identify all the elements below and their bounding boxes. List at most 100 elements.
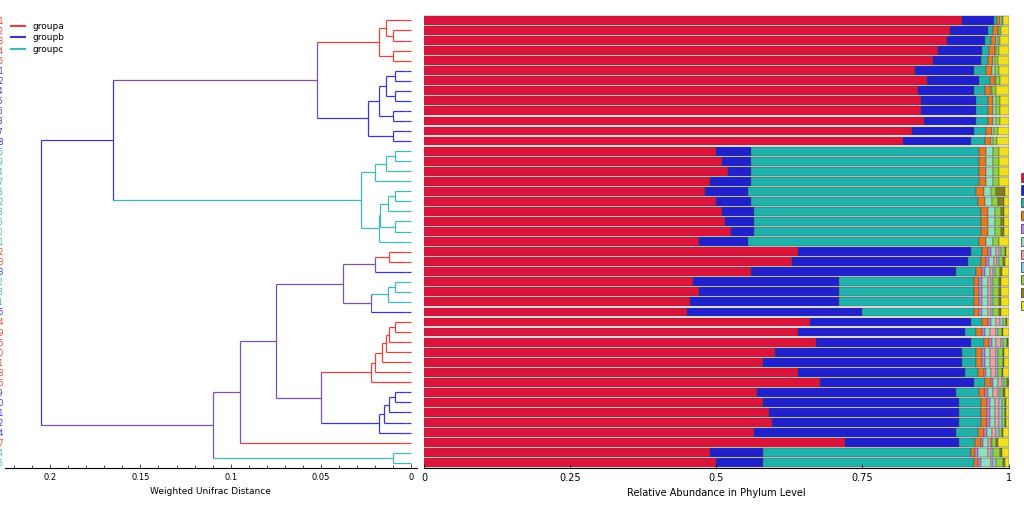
Bar <box>769 408 958 417</box>
Bar <box>938 46 982 55</box>
Bar <box>1006 408 1007 417</box>
Bar <box>988 287 991 296</box>
Bar <box>988 117 993 125</box>
Bar <box>995 458 1004 467</box>
Bar <box>994 418 999 427</box>
Bar <box>983 438 987 447</box>
Bar <box>947 36 985 45</box>
Bar <box>424 46 938 55</box>
Bar <box>991 278 993 286</box>
Bar <box>1001 247 1005 256</box>
Bar <box>998 46 1009 55</box>
Bar <box>424 237 698 246</box>
Bar <box>978 458 981 467</box>
Bar <box>983 187 990 196</box>
Bar <box>999 16 1001 25</box>
Bar <box>982 348 985 357</box>
Bar <box>728 167 752 176</box>
Bar <box>962 16 994 25</box>
Bar <box>1008 378 1009 387</box>
Bar <box>1004 378 1008 387</box>
Bar <box>981 458 991 467</box>
Bar <box>977 327 982 337</box>
Bar <box>990 137 993 145</box>
Bar <box>971 338 983 346</box>
Bar <box>839 298 974 306</box>
Bar <box>1001 298 1009 306</box>
Bar <box>998 327 1001 337</box>
Bar <box>979 157 986 166</box>
Bar <box>965 327 977 337</box>
Bar <box>921 106 977 115</box>
X-axis label: Weighted Unifrac Distance: Weighted Unifrac Distance <box>151 487 271 496</box>
Bar <box>995 368 998 377</box>
Bar <box>424 217 725 226</box>
Bar <box>982 358 985 366</box>
Bar <box>974 278 979 286</box>
Bar <box>997 388 999 397</box>
Bar <box>988 388 993 397</box>
Bar <box>979 77 990 85</box>
Bar <box>1006 458 1009 467</box>
Bar <box>903 137 971 145</box>
Bar <box>998 428 1002 437</box>
Bar <box>424 86 919 95</box>
Bar <box>986 66 992 75</box>
Bar <box>987 438 990 447</box>
Bar <box>990 348 995 357</box>
Bar <box>424 348 775 357</box>
Bar <box>974 287 979 296</box>
Bar <box>986 126 991 135</box>
Bar <box>424 318 810 326</box>
Bar <box>995 318 1000 326</box>
Bar <box>982 318 988 326</box>
Bar <box>1001 378 1004 387</box>
Bar <box>997 26 999 35</box>
Bar <box>999 117 1009 125</box>
Bar <box>993 378 997 387</box>
Bar <box>986 167 993 176</box>
Bar <box>985 348 990 357</box>
Bar <box>987 428 991 437</box>
Bar <box>981 418 987 427</box>
Bar <box>424 157 722 166</box>
Bar <box>810 318 971 326</box>
Bar <box>958 408 981 417</box>
Bar <box>690 298 839 306</box>
Bar <box>974 378 985 387</box>
Bar <box>424 278 693 286</box>
Bar <box>722 207 755 216</box>
Bar <box>997 378 1001 387</box>
Bar <box>990 378 993 387</box>
Bar <box>1001 338 1004 346</box>
Bar <box>979 307 982 316</box>
Bar <box>986 368 991 377</box>
Bar <box>424 247 798 256</box>
Bar <box>1002 258 1005 266</box>
Bar <box>981 438 983 447</box>
Bar <box>988 298 991 306</box>
Bar <box>989 338 991 346</box>
Bar <box>990 398 994 407</box>
Bar <box>994 66 999 75</box>
Bar <box>999 26 1001 35</box>
Bar <box>424 36 947 45</box>
Bar <box>999 418 1001 427</box>
Bar <box>752 167 979 176</box>
Bar <box>974 66 986 75</box>
Bar <box>998 247 1001 256</box>
Bar <box>1001 26 1009 35</box>
Bar <box>998 197 1004 206</box>
Bar <box>958 398 981 407</box>
Bar <box>977 267 982 276</box>
Bar <box>974 458 978 467</box>
Bar <box>995 97 999 105</box>
Bar <box>755 428 956 437</box>
Bar <box>982 278 988 286</box>
Bar <box>749 237 979 246</box>
Bar <box>981 398 987 407</box>
Bar <box>989 258 994 266</box>
Bar <box>752 267 956 276</box>
Bar <box>993 167 999 176</box>
Bar <box>1000 77 1009 85</box>
